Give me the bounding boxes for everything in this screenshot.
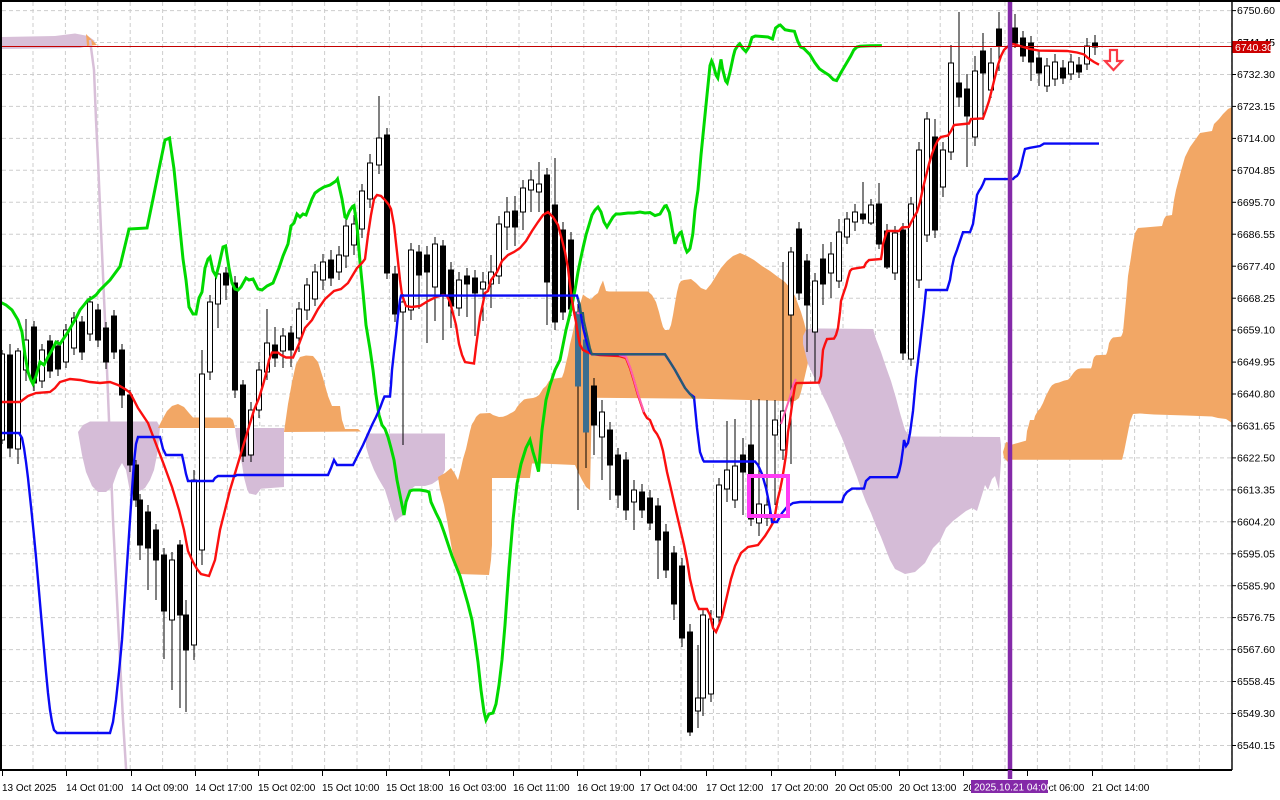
- svg-text:6604.20: 6604.20: [1237, 516, 1275, 528]
- svg-text:6723.15: 6723.15: [1237, 101, 1275, 113]
- svg-text:17 Oct 04:00: 17 Oct 04:00: [640, 783, 698, 794]
- svg-text:17 Oct 12:00: 17 Oct 12:00: [706, 783, 764, 794]
- svg-text:20 Oct 13:00: 20 Oct 13:00: [899, 783, 957, 794]
- svg-text:6595.05: 6595.05: [1237, 548, 1275, 560]
- svg-text:6677.40: 6677.40: [1237, 261, 1275, 273]
- svg-text:6750.60: 6750.60: [1237, 5, 1275, 17]
- svg-text:6576.75: 6576.75: [1237, 612, 1275, 624]
- svg-text:6732.30: 6732.30: [1237, 69, 1275, 81]
- svg-text:20 Oct 05:00: 20 Oct 05:00: [835, 783, 893, 794]
- svg-text:15 Oct 10:00: 15 Oct 10:00: [322, 783, 380, 794]
- svg-text:13 Oct 2025: 13 Oct 2025: [2, 783, 57, 794]
- svg-text:16 Oct 03:00: 16 Oct 03:00: [449, 783, 507, 794]
- svg-text:21 Oct 06:00: 21 Oct 06:00: [1027, 783, 1085, 794]
- svg-text:14 Oct 09:00: 14 Oct 09:00: [131, 783, 189, 794]
- svg-text:6714.00: 6714.00: [1237, 133, 1275, 145]
- svg-text:16 Oct 11:00: 16 Oct 11:00: [513, 783, 570, 794]
- svg-text:21 Oct 14:00: 21 Oct 14:00: [1092, 783, 1150, 794]
- svg-text:16 Oct 19:00: 16 Oct 19:00: [577, 783, 635, 794]
- svg-text:14 Oct 01:00: 14 Oct 01:00: [66, 783, 124, 794]
- svg-text:2025.10.21 04:00: 2025.10.21 04:00: [974, 783, 1052, 794]
- svg-text:6567.60: 6567.60: [1237, 644, 1275, 656]
- svg-text:14 Oct 17:00: 14 Oct 17:00: [195, 783, 253, 794]
- svg-text:6558.45: 6558.45: [1237, 676, 1275, 688]
- svg-text:6613.35: 6613.35: [1237, 485, 1275, 497]
- svg-text:6622.50: 6622.50: [1237, 453, 1275, 465]
- svg-text:6695.70: 6695.70: [1237, 197, 1275, 209]
- svg-text:6686.55: 6686.55: [1237, 229, 1275, 241]
- svg-text:6649.95: 6649.95: [1237, 357, 1275, 369]
- svg-text:6585.90: 6585.90: [1237, 580, 1275, 592]
- svg-text:6740.30: 6740.30: [1235, 42, 1273, 54]
- svg-text:6704.85: 6704.85: [1237, 165, 1275, 177]
- svg-text:6549.30: 6549.30: [1237, 708, 1275, 720]
- svg-text:6668.25: 6668.25: [1237, 293, 1275, 305]
- svg-text:6631.65: 6631.65: [1237, 421, 1275, 433]
- svg-text:15 Oct 02:00: 15 Oct 02:00: [258, 783, 316, 794]
- svg-text:6540.15: 6540.15: [1237, 740, 1275, 752]
- svg-text:15 Oct 18:00: 15 Oct 18:00: [386, 783, 444, 794]
- svg-text:6659.10: 6659.10: [1237, 325, 1275, 337]
- svg-text:6640.80: 6640.80: [1237, 389, 1275, 401]
- svg-text:17 Oct 20:00: 17 Oct 20:00: [771, 783, 829, 794]
